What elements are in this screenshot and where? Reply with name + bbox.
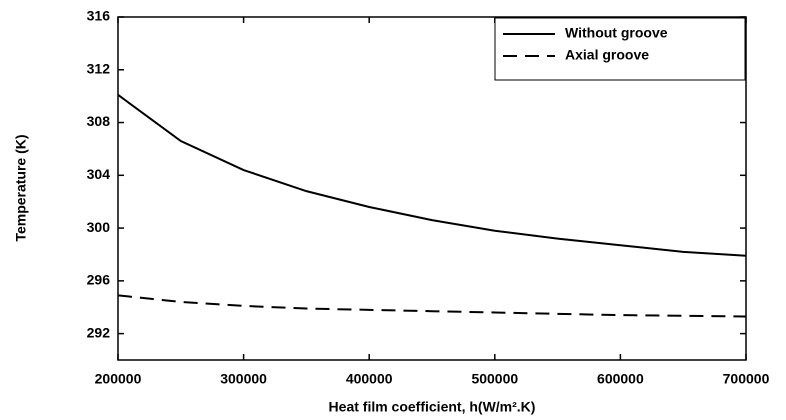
y-tick-label: 316 <box>87 8 111 24</box>
y-axis-label: Temperature (K) <box>13 134 29 241</box>
y-tick-label: 296 <box>87 272 111 288</box>
series-line <box>117 94 747 257</box>
y-tick-label: 308 <box>87 113 111 129</box>
y-tick-label: 300 <box>87 219 111 235</box>
legend-label: Without groove <box>565 25 668 41</box>
plot-frame <box>117 16 747 361</box>
x-axis-label: Heat film coefficient, h(W/m².K) <box>329 399 536 415</box>
y-tick-label: 304 <box>87 166 111 182</box>
y-tick-label: 292 <box>87 324 111 340</box>
x-tick-label: 700000 <box>723 371 770 387</box>
x-tick-label: 400000 <box>346 371 393 387</box>
y-tick-label: 312 <box>87 60 111 76</box>
x-tick-label: 500000 <box>471 371 518 387</box>
legend-label: Axial groove <box>565 47 649 63</box>
x-tick-label: 300000 <box>220 371 267 387</box>
series-line <box>117 294 747 318</box>
x-tick-label: 200000 <box>95 371 142 387</box>
x-tick-label: 600000 <box>597 371 644 387</box>
legend-box <box>494 17 746 81</box>
